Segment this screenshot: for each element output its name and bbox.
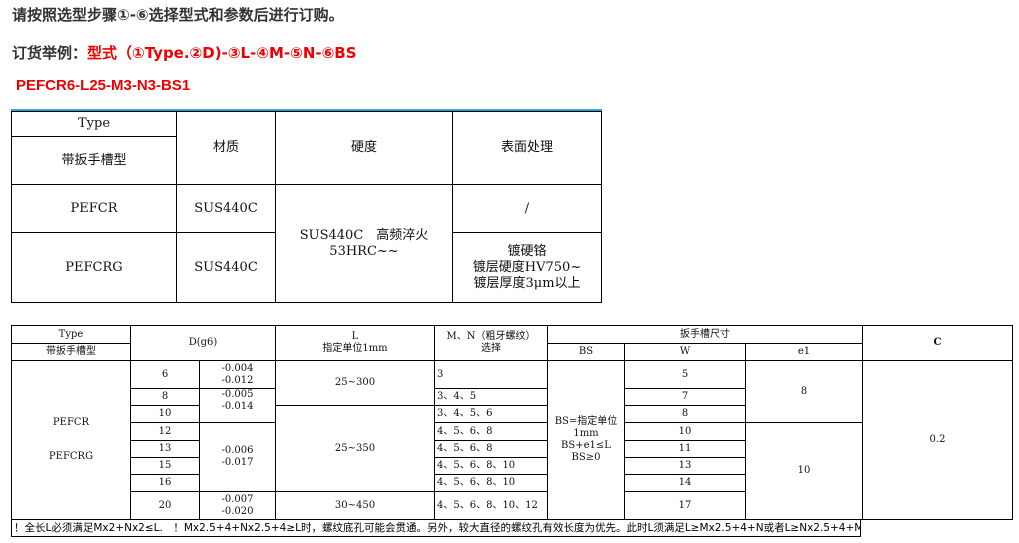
d-cell: 13 [130, 440, 200, 458]
mn-cell: 4、5、6、8、10 [434, 474, 548, 492]
w-cell: 13 [624, 457, 746, 475]
header-bs: BS [547, 343, 625, 361]
hardness-cell: SUS440C 高频淬火 53HRC~~ [275, 184, 453, 303]
d-cell: 15 [130, 457, 200, 475]
d-cell: 6 [130, 360, 200, 389]
order-example: 订货举例：型式（①Type.②D)-③L-④M-⑤N-⑥BS [12, 42, 357, 63]
header-type: Type [11, 111, 177, 137]
surface-line: 镀硬铬 [507, 243, 547, 259]
hardness-line: 53HRC~~ [329, 243, 399, 259]
intro-text: 请按照选型步骤①-⑥选择型式和参数后进行订购。 [12, 6, 344, 24]
tol-upper: -0.006 [221, 445, 254, 456]
d-cell: 20 [130, 491, 200, 520]
tol-cell: -0.004 -0.012 [199, 360, 276, 389]
order-example-label: 订货举例： [12, 44, 88, 62]
l-cell: 30~450 [275, 491, 435, 520]
type-cell: PEFCR [11, 184, 177, 233]
header-surface: 表面处理 [452, 111, 602, 185]
material-cell: SUS440C [176, 184, 276, 233]
e1-cell: 8 [745, 360, 863, 423]
w-cell: 8 [624, 405, 746, 423]
type-cell: PEFCRG [11, 232, 177, 303]
bs-line: BS≥0 [571, 452, 601, 463]
w-cell: 11 [624, 440, 746, 458]
tol-upper: -0.005 [221, 389, 254, 400]
tol-cell: -0.007 -0.020 [199, 491, 276, 520]
header-type: Type [11, 325, 131, 344]
spec-table: Type 材质 硬度 表面处理 带扳手槽型 PEFCR SUS440C SUS440C … [11, 111, 602, 303]
material-cell: SUS440C [176, 232, 276, 303]
tol-lower: -0.017 [221, 457, 254, 468]
surface-line: 镀层硬度HV750~ [472, 259, 582, 275]
bs-cell: BS=指定单位 1mm BS+e1≤L BS≥0 [547, 360, 625, 520]
header-l-unit: 指定单位1mm [322, 343, 388, 354]
w-cell: 14 [624, 474, 746, 492]
header-e1: e1 [745, 343, 863, 361]
header-c: C [862, 325, 1013, 361]
bs-line: BS+e1≤L [561, 440, 611, 451]
l-cell: 25~300 [275, 360, 435, 406]
header-mn-sub: 选择 [481, 343, 501, 354]
bs-line: 1mm [573, 428, 599, 439]
type-name: PEFCRG [48, 451, 94, 462]
w-cell: 10 [624, 422, 746, 441]
order-format: 型式（①Type.②D)-③L-④M-⑤N-⑥BS [87, 44, 357, 62]
header-l: L 指定单位1mm [275, 325, 435, 361]
header-mn-label: M、N（粗牙螺纹） [446, 331, 536, 342]
mn-cell: 3、4、5、6 [434, 405, 548, 423]
header-hardness: 硬度 [275, 111, 453, 185]
surface-cell: / [452, 184, 602, 233]
hardness-line: SUS440C 高频淬火 [299, 227, 429, 243]
type-name: PEFCR [52, 417, 90, 428]
header-mn: M、N（粗牙螺纹） 选择 [434, 325, 548, 361]
tol-upper: -0.004 [221, 362, 254, 374]
d-cell: 16 [130, 474, 200, 492]
d-cell: 10 [130, 405, 200, 423]
header-type-sub: 带扳手槽型 [11, 136, 177, 185]
header-type-sub: 带扳手槽型 [11, 343, 131, 361]
mn-cell: 4、5、6、8 [434, 440, 548, 458]
c-cell: 0.2 [862, 360, 1013, 520]
tol-cell: -0.006 -0.017 [199, 422, 276, 492]
header-d: D(g6) [130, 325, 276, 361]
header-w: W [624, 343, 746, 361]
mn-cell: 4、5、6、8、10、12 [434, 491, 548, 520]
type-cell: PEFCR PEFCRG [11, 360, 131, 520]
header-material: 材质 [176, 111, 276, 185]
d-cell: 8 [130, 388, 200, 406]
dimension-table: Type D(g6) L 指定单位1mm M、N（粗牙螺纹） 选择 扳手槽尺寸 C … [11, 325, 1013, 520]
w-cell: 7 [624, 388, 746, 406]
tol-lower: -0.012 [221, 374, 254, 386]
bs-line: BS=指定单位 [554, 416, 618, 427]
mn-cell: 3、4、5 [434, 388, 548, 406]
d-cell: 12 [130, 422, 200, 441]
w-cell: 5 [624, 360, 746, 389]
e1-cell: 10 [745, 422, 863, 520]
order-sample: PEFCR6-L25-M3-N3-BS1 [16, 77, 191, 94]
w-cell: 17 [624, 491, 746, 520]
divider [11, 109, 602, 111]
mn-cell: 4、5、6、8、10 [434, 457, 548, 475]
l-cell: 25~350 [275, 405, 435, 492]
table-note: ！全长L必须满足Mx2+Nx2≤L. ！Mx2.5+4+Nx2.5+4≥L时，螺… [11, 519, 861, 537]
mn-cell: 4、5、6、8 [434, 422, 548, 441]
tol-lower: -0.014 [221, 401, 254, 412]
surface-cell: 镀硬铬 镀层硬度HV750~ 镀层厚度3μm以上 [452, 232, 602, 303]
mn-cell: 3 [434, 360, 548, 389]
header-wrench: 扳手槽尺寸 [547, 325, 863, 344]
surface-line: 镀层厚度3μm以上 [473, 275, 581, 291]
tol-cell: -0.005 -0.014 [199, 388, 276, 423]
tol-lower: -0.020 [221, 505, 254, 517]
header-l-label: L [351, 331, 359, 342]
tol-upper: -0.007 [221, 493, 254, 505]
